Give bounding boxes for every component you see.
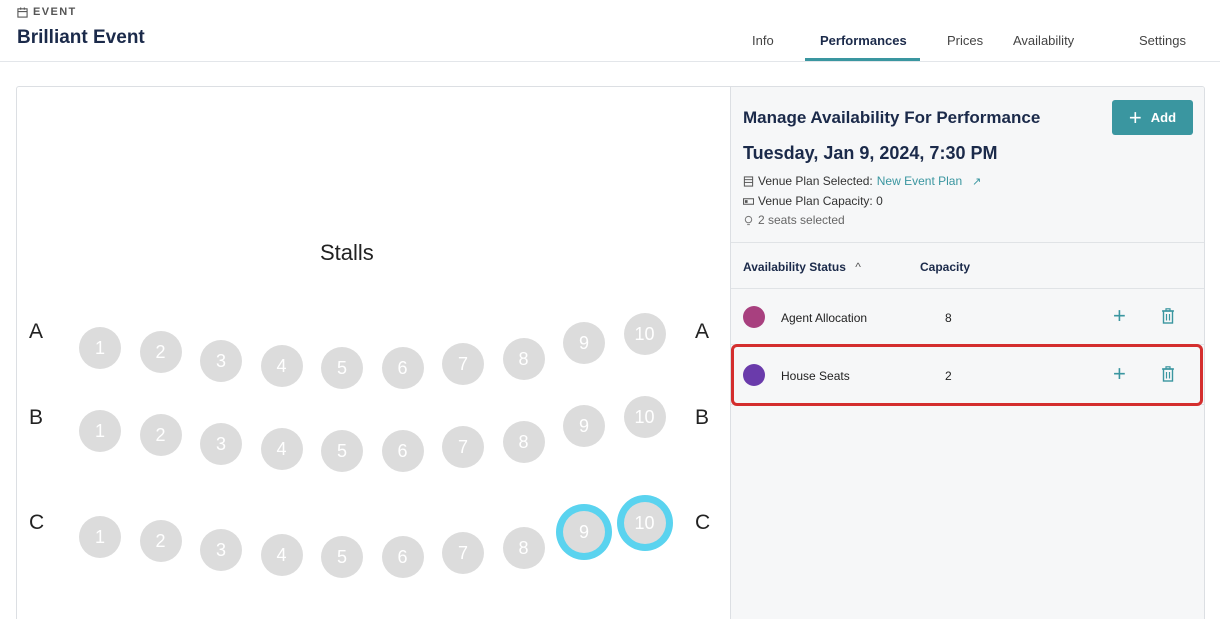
seat[interactable]: 6: [381, 536, 424, 578]
seats-selected-line: 2 seats selected: [743, 213, 845, 227]
allocation-name: Agent Allocation: [781, 311, 868, 325]
section-label: Stalls: [320, 240, 374, 265]
tab-availability[interactable]: Availability: [1013, 33, 1075, 48]
bulb-icon: [744, 215, 753, 225]
seat[interactable]: 1: [79, 410, 121, 452]
seats-selected-text: 2 seats selected: [758, 213, 845, 227]
add-button[interactable]: + Add: [1112, 100, 1193, 135]
seat[interactable]: 10: [623, 396, 666, 438]
plus-icon: +: [1128, 104, 1142, 130]
row-label: C: [695, 511, 711, 534]
seat[interactable]: 7: [442, 426, 484, 468]
allocation-capacity: 2: [945, 369, 952, 383]
event-label-text: EVENT: [33, 6, 77, 18]
venue-plan-line: Venue Plan Selected: New Event Plan ↗: [743, 174, 981, 188]
capacity-icon: [743, 197, 754, 205]
seat[interactable]: 7: [442, 343, 484, 385]
seat[interactable]: 1: [79, 327, 121, 369]
seat[interactable]: 7: [442, 532, 484, 574]
availability-sidebar: Manage Availability For Performance + Ad…: [730, 87, 1204, 619]
seat[interactable]: 1: [79, 516, 121, 558]
calendar-icon: [17, 6, 28, 18]
seat[interactable]: 9: [563, 405, 605, 447]
add-seats-icon[interactable]: +: [1113, 361, 1126, 386]
seat[interactable]: 2: [139, 414, 182, 456]
column-availability-status[interactable]: Availability Status ^: [743, 260, 861, 274]
seat[interactable]: 8: [502, 421, 545, 463]
seat[interactable]: 3: [200, 340, 242, 382]
seat[interactable]: 3: [200, 529, 242, 571]
active-tab-indicator: [805, 58, 920, 61]
row-label: A: [29, 320, 44, 343]
allocation-color-swatch: [743, 364, 765, 386]
row-label: C: [29, 511, 45, 534]
page-title: Brilliant Event: [17, 27, 145, 48]
add-button-label: Add: [1150, 110, 1177, 125]
row-label: A: [695, 320, 710, 343]
seat[interactable]: 10: [623, 502, 666, 544]
tab-settings[interactable]: Settings: [1139, 33, 1186, 48]
seat[interactable]: 8: [502, 338, 545, 380]
tab-prices[interactable]: Prices: [947, 33, 984, 48]
building-icon: [743, 175, 754, 187]
add-seats-icon[interactable]: +: [1113, 303, 1126, 328]
allocation-capacity: 8: [945, 311, 952, 325]
seat[interactable]: 5: [321, 430, 363, 472]
seat[interactable]: 5: [321, 536, 363, 578]
seat[interactable]: 6: [381, 347, 424, 389]
event-section-label: EVENT: [17, 6, 77, 18]
seat[interactable]: 10: [623, 313, 666, 355]
seat[interactable]: 2: [139, 331, 182, 373]
external-link-icon[interactable]: ↗: [972, 175, 982, 188]
allocation-color-swatch: [743, 306, 765, 328]
seat[interactable]: 4: [260, 428, 303, 470]
seat[interactable]: 4: [260, 345, 303, 387]
seat[interactable]: 3: [200, 423, 242, 465]
seat[interactable]: 9: [563, 511, 605, 553]
seat-map: Stalls A A 1 2 3 4 5 6 7 8 9 10 B B 1 2 3 4 5 6 7 8 9 10 C C 1 2 3 4 5…: [17, 87, 729, 619]
table-row: Agent Allocation 8 +: [731, 289, 1204, 345]
seat[interactable]: 8: [502, 527, 545, 569]
sort-ascending-icon: ^: [855, 260, 861, 274]
tab-info[interactable]: Info: [752, 33, 774, 48]
allocation-name: House Seats: [781, 369, 850, 383]
page-header: EVENT Brilliant Event: [0, 0, 1220, 62]
table-row: House Seats 2 +: [731, 345, 1204, 405]
manage-title: Manage Availability For Performance: [743, 108, 1041, 127]
tab-performances[interactable]: Performances: [820, 33, 907, 48]
tab-bar: Info Performances Prices Availability Se…: [0, 33, 1220, 62]
performance-panel: Stalls A A 1 2 3 4 5 6 7 8 9 10 B B 1 2 3 4 5 6 7 8 9 10 C C 1 2 3 4 5…: [16, 86, 1205, 619]
capacity-line: Venue Plan Capacity: 0: [743, 194, 883, 208]
status-column-label: Availability Status: [743, 260, 846, 274]
trash-icon[interactable]: [1161, 366, 1175, 382]
sidebar-header: Manage Availability For Performance + Ad…: [731, 87, 1204, 243]
seat[interactable]: 6: [381, 430, 424, 472]
column-capacity: Capacity: [920, 260, 971, 274]
seat[interactable]: 9: [563, 322, 605, 364]
seat[interactable]: 2: [139, 520, 182, 562]
row-label: B: [695, 406, 710, 429]
performance-date: Tuesday, Jan 9, 2024, 7:30 PM: [743, 143, 998, 163]
seat[interactable]: 4: [260, 534, 303, 576]
capacity-text: Venue Plan Capacity: 0: [758, 194, 883, 208]
venue-plan-label: Venue Plan Selected:: [758, 174, 873, 188]
table-header: [731, 243, 1204, 289]
venue-plan-link[interactable]: New Event Plan: [876, 174, 963, 188]
trash-icon[interactable]: [1161, 308, 1175, 324]
row-label: B: [29, 406, 44, 429]
seat[interactable]: 5: [321, 347, 363, 389]
